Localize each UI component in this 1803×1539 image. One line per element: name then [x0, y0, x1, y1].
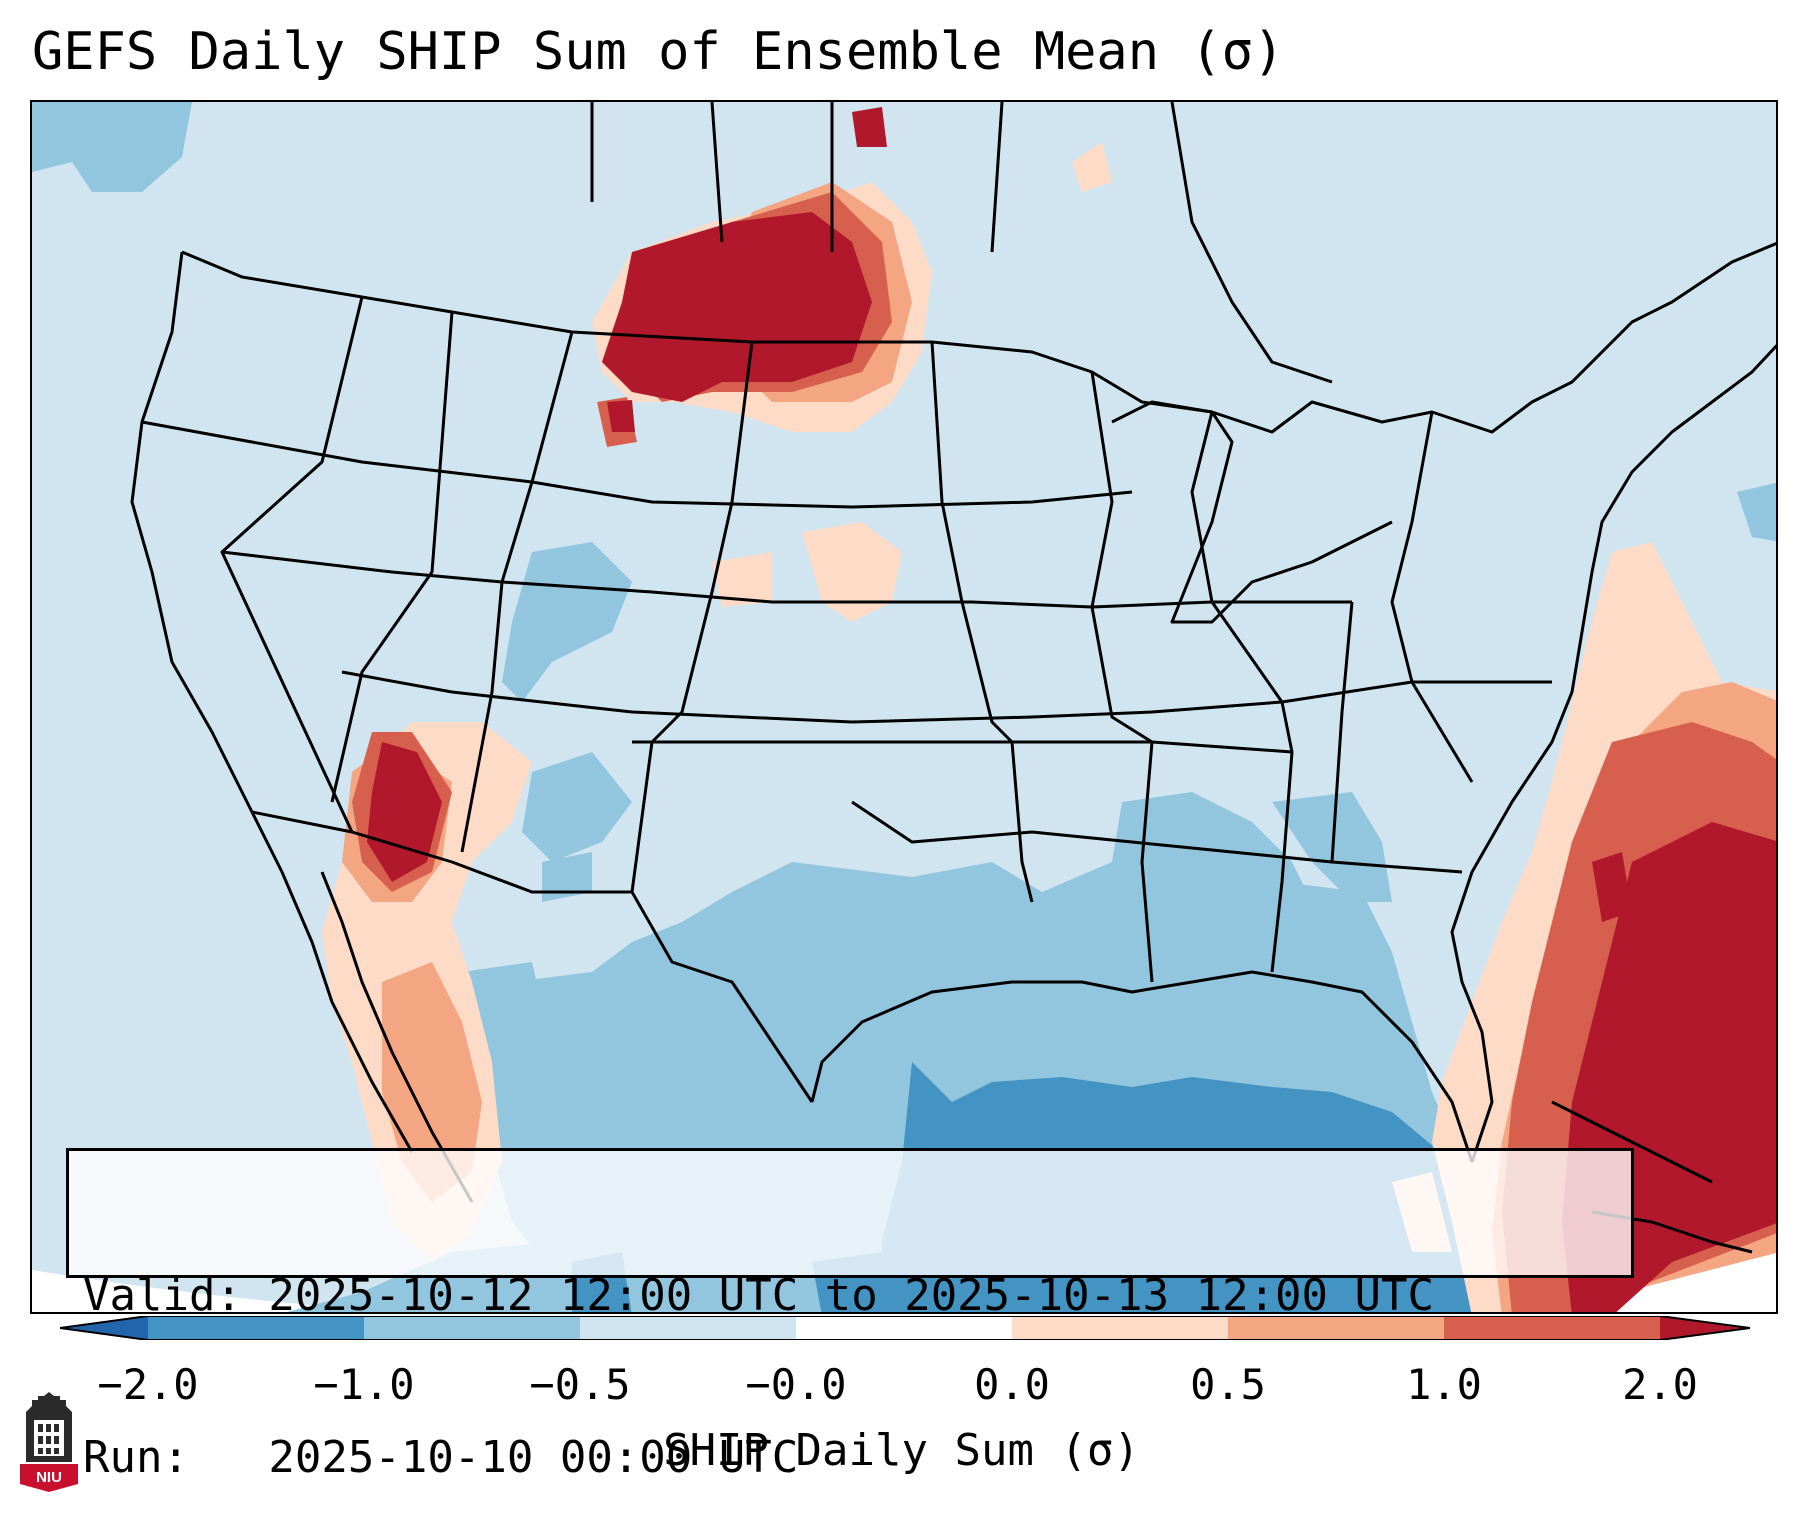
baja-coast	[320, 871, 474, 1203]
colorbar-tick-label-3: −0.0	[745, 1360, 847, 1409]
colorbar-tick-label-2: −0.5	[529, 1360, 631, 1409]
colorbar-segment-4	[796, 1316, 1012, 1340]
colorbar-segment-0	[60, 1316, 148, 1340]
colorbar-title: SHIP Daily Sum (σ)	[663, 1425, 1140, 1476]
meridian-lines-east	[1190, 411, 1474, 973]
colorbar-segment-6	[1228, 1316, 1444, 1340]
niu-tower-icon	[20, 1392, 78, 1492]
colorbar-segment-1	[148, 1316, 364, 1340]
meridian-lines-central	[930, 341, 1154, 983]
niu-logo: NIU	[20, 1392, 78, 1492]
colorbar-tick-label-1: −1.0	[313, 1360, 415, 1409]
political-boundaries	[130, 102, 1776, 1254]
colorbar-tick-label-7: 2.0	[1622, 1360, 1698, 1409]
mexico-us-border	[251, 810, 814, 1103]
colorbar-tick-label-4: 0.0	[974, 1360, 1050, 1409]
valid-time-text: Valid: 2025-10-12 12:00 UTC to 2025-10-1…	[83, 1270, 1435, 1321]
meridian-lines-west	[220, 296, 754, 893]
niu-logo-text: NIU	[36, 1469, 62, 1486]
canada-us-border	[181, 242, 1776, 434]
colorbar-segment-7	[1444, 1316, 1660, 1340]
colorbar-segment-3	[580, 1316, 796, 1340]
gulf-coast	[810, 970, 1474, 1163]
great-lakes	[1111, 400, 1393, 624]
colorbar-segment-8	[1660, 1316, 1750, 1340]
colorbar	[60, 1316, 1750, 1340]
colorbar-segment-2	[364, 1316, 580, 1340]
states-row-1	[141, 420, 1133, 509]
colorbar-segment-5	[1012, 1316, 1228, 1340]
colorbar-tick-label-5: 0.5	[1190, 1360, 1266, 1409]
map-panel	[30, 100, 1778, 1314]
colorbar-tick-label-0: −2.0	[97, 1360, 199, 1409]
states-row-3	[341, 670, 1552, 724]
run-time-text: Run: 2025-10-10 00:00 UTC	[83, 1432, 799, 1483]
validity-info-box: Valid: 2025-10-12 12:00 UTC to 2025-10-1…	[66, 1148, 1634, 1483]
map-svg	[32, 102, 1776, 1312]
florida-atlantic-coast	[1450, 344, 1776, 1163]
canada-provinces	[590, 102, 1333, 384]
chart-title: GEFS Daily SHIP Sum of Ensemble Mean (σ)	[32, 22, 1285, 82]
colorbar-tick-label-6: 1.0	[1406, 1360, 1482, 1409]
